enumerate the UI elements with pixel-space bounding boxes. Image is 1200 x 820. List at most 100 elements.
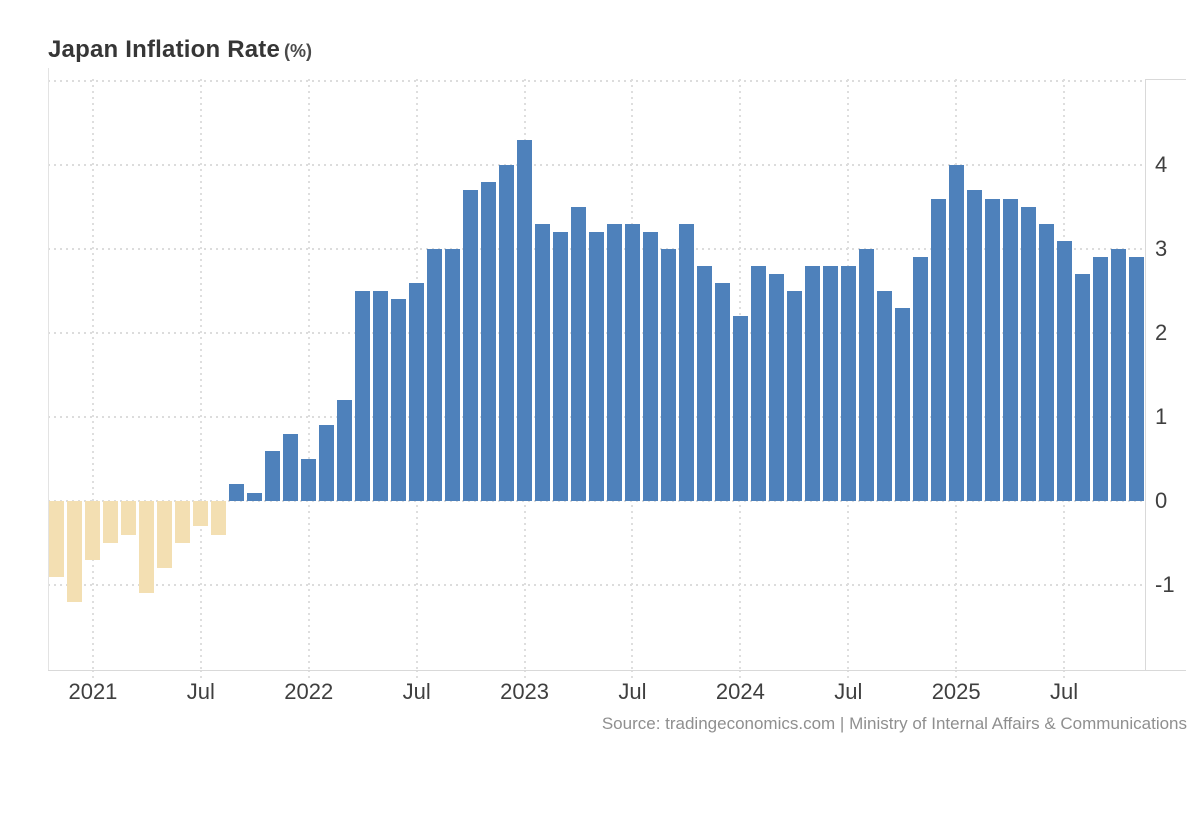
inflation-bar[interactable] <box>319 425 335 501</box>
inflation-bar[interactable] <box>103 501 119 543</box>
inflation-bar[interactable] <box>966 190 982 501</box>
inflation-bar[interactable] <box>571 207 587 501</box>
x-axis-tick-label: 2024 <box>715 679 765 704</box>
y-axis-tick-label: 3 <box>1155 236 1168 261</box>
inflation-bar[interactable] <box>768 274 784 501</box>
inflation-bar[interactable] <box>355 291 371 501</box>
v-gridline <box>91 79 94 670</box>
inflation-bar[interactable] <box>463 190 479 501</box>
inflation-bar[interactable] <box>499 165 515 501</box>
inflation-bar[interactable] <box>984 198 1000 501</box>
inflation-bar[interactable] <box>876 291 892 501</box>
inflation-bar[interactable] <box>445 249 461 501</box>
y-axis-tick-label: 0 <box>1155 488 1168 513</box>
x-axis-tick-label: Jul <box>186 679 215 704</box>
inflation-bar[interactable] <box>714 282 730 501</box>
x-axis-tick <box>415 670 418 678</box>
inflation-bar[interactable] <box>85 501 101 560</box>
chart-title-unit: (%) <box>284 41 313 61</box>
h-gridline <box>48 500 1145 502</box>
plot-left-border <box>48 68 49 670</box>
y-axis-tick-label: -1 <box>1155 572 1175 597</box>
inflation-bar[interactable] <box>157 501 173 569</box>
x-axis-tick <box>199 670 202 678</box>
inflation-bar[interactable] <box>1128 257 1144 501</box>
inflation-bar[interactable] <box>1002 198 1018 501</box>
y-axis-tick-label: 2 <box>1155 320 1168 345</box>
inflation-bar[interactable] <box>1038 223 1054 501</box>
inflation-bar[interactable] <box>606 223 622 501</box>
inflation-bar[interactable] <box>121 501 137 535</box>
plot-area: 2021 Jul 2022 Jul 2023 Jul 2024 Jul 2025 Jul 4 3 2 1 0… <box>48 68 1186 704</box>
inflation-bar[interactable] <box>301 459 317 501</box>
inflation-bar[interactable] <box>1074 274 1090 501</box>
inflation-bar[interactable] <box>1020 207 1036 501</box>
inflation-bar[interactable] <box>642 232 658 501</box>
x-axis-tick <box>523 670 526 678</box>
x-axis-tick-label: 2023 <box>500 679 550 704</box>
x-axis-tick <box>631 670 634 678</box>
inflation-bar[interactable] <box>1056 240 1072 501</box>
inflation-bar[interactable] <box>175 501 191 543</box>
inflation-bar[interactable] <box>535 223 551 501</box>
inflation-bar[interactable] <box>1092 257 1108 501</box>
inflation-bar[interactable] <box>139 501 155 594</box>
x-axis-tick-label: Jul <box>402 679 431 704</box>
inflation-bar[interactable] <box>211 501 227 535</box>
inflation-bar[interactable] <box>265 450 281 501</box>
inflation-bar[interactable] <box>930 198 946 501</box>
h-gridline <box>48 584 1145 586</box>
x-axis-tick <box>739 670 742 678</box>
inflation-bar[interactable] <box>373 291 389 501</box>
inflation-bar[interactable] <box>427 249 443 501</box>
x-axis-tick-label: 2021 <box>68 679 118 704</box>
inflation-bar[interactable] <box>912 257 928 501</box>
y-axis-top-tick <box>1145 79 1186 80</box>
h-gridline <box>48 80 1145 82</box>
inflation-bar[interactable] <box>894 307 910 501</box>
inflation-bar[interactable] <box>49 501 65 577</box>
inflation-bar[interactable] <box>696 265 712 501</box>
inflation-bar[interactable] <box>1110 249 1126 501</box>
inflation-bar[interactable] <box>660 249 676 501</box>
inflation-bar[interactable] <box>786 291 802 501</box>
inflation-bar[interactable] <box>553 232 569 501</box>
v-gridline <box>307 79 310 670</box>
inflation-bar[interactable] <box>858 249 874 501</box>
inflation-bar[interactable] <box>247 492 263 501</box>
inflation-bar[interactable] <box>822 265 838 501</box>
inflation-bar[interactable] <box>67 501 83 602</box>
inflation-bar[interactable] <box>391 299 407 501</box>
inflation-bar[interactable] <box>229 484 245 501</box>
inflation-bar[interactable] <box>948 165 964 501</box>
inflation-bar[interactable] <box>804 265 820 501</box>
inflation-bar[interactable] <box>481 181 497 501</box>
y-axis-tick-label: 4 <box>1155 152 1168 177</box>
x-axis-tick <box>1063 670 1066 678</box>
h-gridline <box>48 164 1145 166</box>
chart-title-text: Japan Inflation Rate <box>48 36 281 63</box>
inflation-bar[interactable] <box>337 400 353 501</box>
x-axis-tick <box>847 670 850 678</box>
inflation-bar[interactable] <box>750 265 766 501</box>
inflation-bar[interactable] <box>589 232 604 501</box>
x-axis-tick-label: 2025 <box>931 679 981 704</box>
inflation-bar[interactable] <box>624 223 640 501</box>
inflation-bar[interactable] <box>678 223 694 501</box>
inflation-bar[interactable] <box>193 501 209 527</box>
source-text: Source: tradingeconomics.com | Ministry … <box>601 714 1187 733</box>
x-axis-tick <box>307 670 310 678</box>
v-gridline <box>199 79 202 670</box>
inflation-bar[interactable] <box>732 316 748 501</box>
inflation-bar[interactable] <box>517 139 533 501</box>
inflation-bar[interactable] <box>409 282 425 501</box>
y-axis-line <box>1145 79 1146 670</box>
y-axis-tick-label: 1 <box>1155 404 1168 429</box>
x-axis-line <box>48 670 1186 671</box>
x-axis-tick-label: Jul <box>618 679 647 704</box>
inflation-bar[interactable] <box>283 433 299 501</box>
x-axis-tick-label: Jul <box>834 679 863 704</box>
inflation-bar[interactable] <box>840 265 856 501</box>
x-axis-tick <box>91 670 94 678</box>
